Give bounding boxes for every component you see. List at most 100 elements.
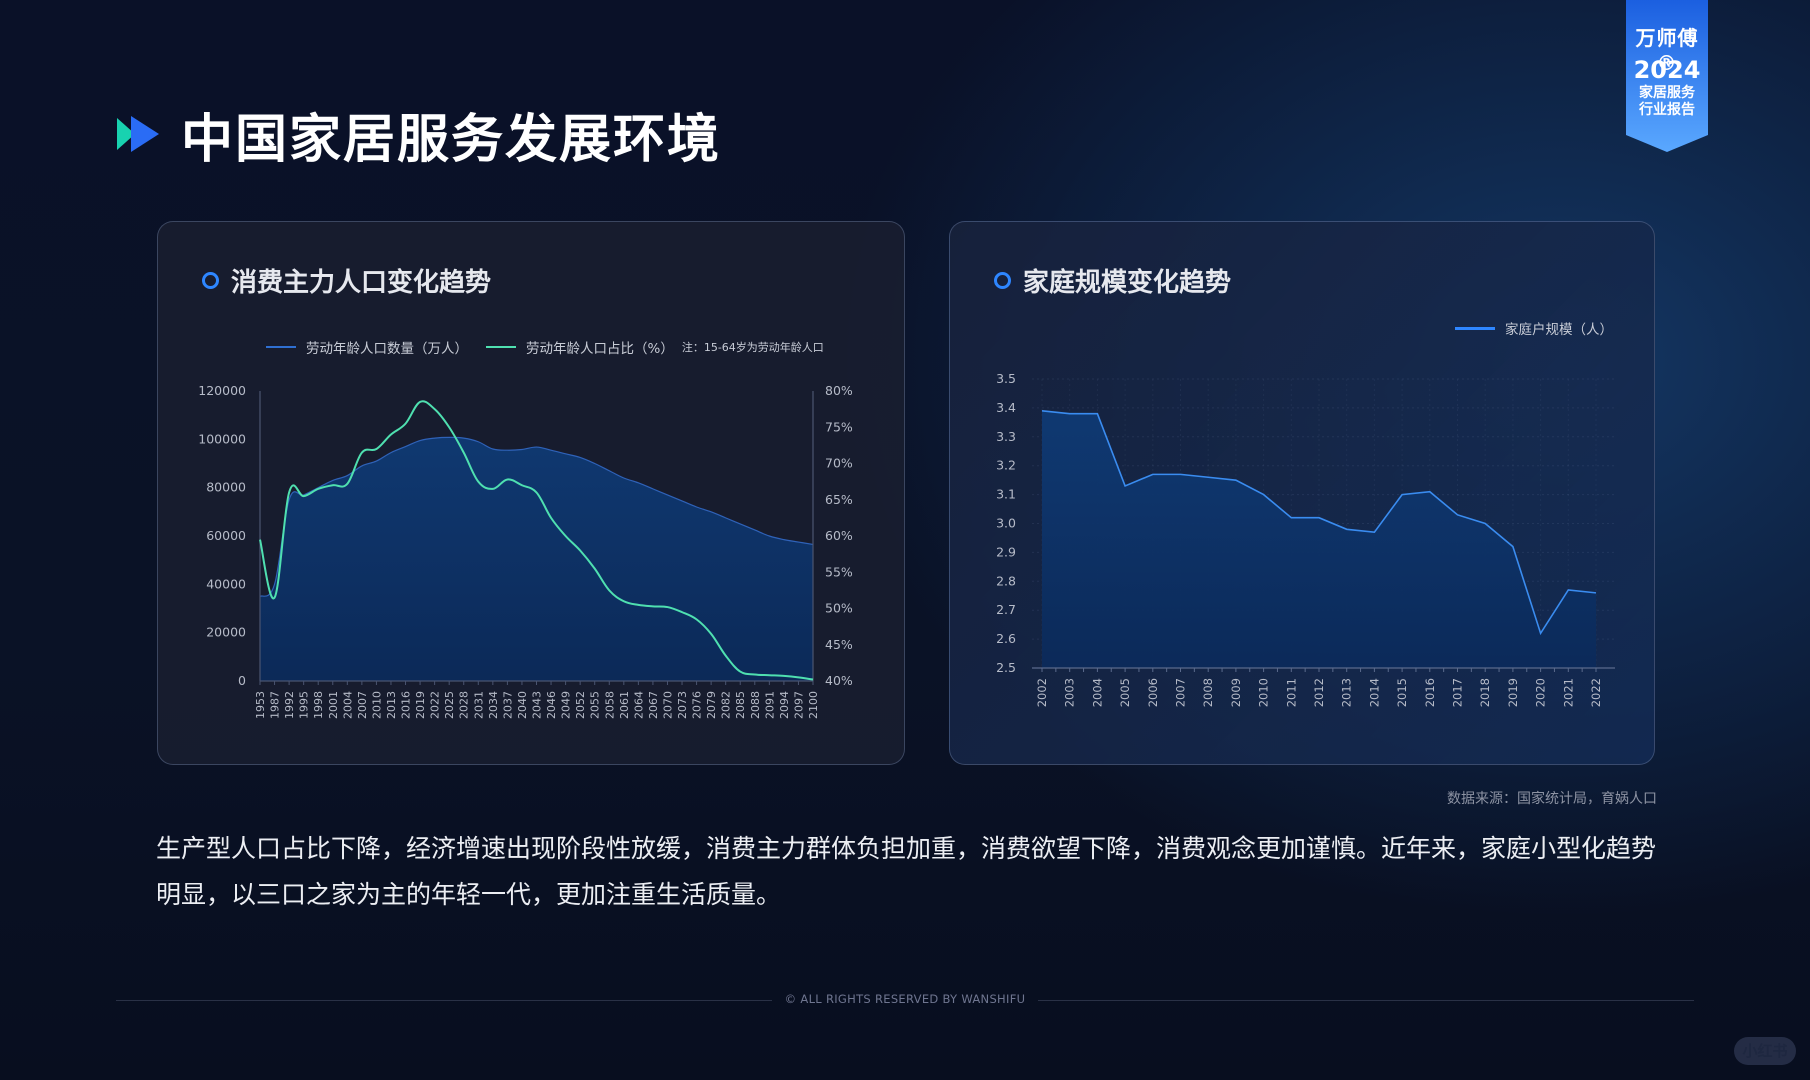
svg-text:2007: 2007	[1174, 678, 1188, 707]
svg-text:3.5: 3.5	[996, 371, 1016, 386]
footer: © ALL RIGHTS RESERVED BY WANSHIFU	[0, 990, 1810, 1010]
svg-text:2006: 2006	[1146, 678, 1160, 707]
svg-text:2001: 2001	[327, 691, 340, 719]
svg-text:2016: 2016	[1423, 678, 1437, 707]
svg-text:2049: 2049	[560, 691, 573, 719]
svg-text:2013: 2013	[385, 691, 398, 719]
svg-text:2.8: 2.8	[996, 573, 1016, 588]
svg-text:2020: 2020	[1534, 678, 1548, 707]
legend-swatch-line-icon	[1455, 326, 1495, 330]
legend-item-ratio[interactable]: 劳动年龄人口占比（%） 注：15-64岁为劳动年龄人口	[486, 337, 824, 357]
svg-text:3.3: 3.3	[996, 429, 1016, 444]
svg-text:2031: 2031	[472, 691, 485, 719]
svg-text:2005: 2005	[1118, 678, 1132, 707]
legend-label: 劳动年龄人口占比（%）	[526, 341, 674, 357]
svg-text:2022: 2022	[1589, 678, 1603, 707]
svg-text:2004: 2004	[1090, 678, 1104, 707]
svg-text:2079: 2079	[705, 691, 718, 719]
legend-swatch-line-icon	[266, 346, 296, 348]
svg-text:2064: 2064	[632, 691, 645, 719]
svg-text:3.0: 3.0	[996, 516, 1016, 531]
circle-bullet-icon	[202, 272, 219, 289]
svg-text:55%: 55%	[825, 564, 853, 579]
svg-text:2003: 2003	[1063, 678, 1077, 707]
svg-text:45%: 45%	[825, 637, 853, 652]
svg-text:100000: 100000	[198, 431, 246, 446]
badge-line2: 行业报告	[1639, 102, 1695, 118]
svg-text:2011: 2011	[1284, 678, 1298, 707]
svg-text:2019: 2019	[1506, 678, 1520, 707]
svg-text:2.9: 2.9	[996, 544, 1016, 559]
svg-text:2022: 2022	[429, 691, 442, 719]
svg-text:2061: 2061	[618, 691, 631, 719]
svg-text:2094: 2094	[778, 691, 791, 719]
svg-text:1992: 1992	[283, 691, 296, 719]
svg-text:20000: 20000	[206, 625, 246, 640]
badge-line1: 家居服务	[1639, 85, 1695, 101]
chart-legend: 家庭户规模（人）	[1455, 318, 1631, 338]
svg-text:2082: 2082	[720, 691, 733, 719]
legend-label: 家庭户规模（人）	[1505, 322, 1613, 338]
svg-text:2040: 2040	[516, 691, 529, 719]
svg-text:2088: 2088	[749, 691, 762, 719]
legend-item-household[interactable]: 家庭户规模（人）	[1455, 318, 1613, 338]
svg-text:2017: 2017	[1451, 678, 1465, 707]
svg-text:2010: 2010	[370, 691, 383, 719]
svg-text:2004: 2004	[341, 691, 354, 719]
svg-text:2028: 2028	[458, 691, 471, 719]
svg-text:60000: 60000	[206, 528, 246, 543]
svg-text:2021: 2021	[1561, 678, 1575, 707]
svg-text:3.1: 3.1	[996, 487, 1016, 502]
svg-text:80000: 80000	[206, 480, 246, 495]
svg-text:65%: 65%	[825, 492, 853, 507]
svg-text:2067: 2067	[647, 691, 660, 719]
svg-text:2016: 2016	[400, 691, 413, 719]
svg-text:2002: 2002	[1035, 678, 1049, 707]
svg-text:2091: 2091	[763, 691, 776, 719]
svg-text:3.2: 3.2	[996, 458, 1016, 473]
svg-text:2.6: 2.6	[996, 631, 1016, 646]
svg-text:1995: 1995	[298, 691, 311, 719]
svg-text:1953: 1953	[254, 691, 267, 719]
svg-text:2018: 2018	[1478, 678, 1492, 707]
svg-text:70%: 70%	[825, 456, 853, 471]
svg-text:2.5: 2.5	[996, 660, 1016, 675]
svg-text:40000: 40000	[206, 576, 246, 591]
svg-text:2058: 2058	[603, 691, 616, 719]
copyright-text: © ALL RIGHTS RESERVED BY WANSHIFU	[784, 992, 1026, 1006]
svg-text:40%: 40%	[825, 673, 853, 688]
svg-text:2073: 2073	[676, 691, 689, 719]
legend-note: 注：15-64岁为劳动年龄人口	[681, 341, 824, 354]
labor-population-card: 消费主力人口变化趋势 劳动年龄人口数量（万人） 劳动年龄人口占比（%） 注：15…	[157, 221, 905, 765]
page-header: 中国家居服务发展环境	[115, 104, 721, 170]
svg-text:2100: 2100	[807, 691, 820, 719]
svg-text:60%: 60%	[825, 528, 853, 543]
card-title-text: 消费主力人口变化趋势	[231, 268, 492, 298]
svg-text:2043: 2043	[531, 691, 544, 719]
svg-text:2034: 2034	[487, 691, 500, 719]
labor-population-chart: 0 20000 40000 60000 80000 100000 120000 40% 45% 5…	[198, 383, 853, 719]
badge-year: 2024	[1633, 56, 1701, 84]
svg-text:2007: 2007	[356, 691, 369, 719]
watermark-logo: 小红书	[1734, 1037, 1796, 1065]
svg-text:2013: 2013	[1340, 678, 1354, 707]
svg-text:2014: 2014	[1367, 678, 1381, 707]
page-title: 中国家居服务发展环境	[181, 109, 722, 170]
report-badge: 万师傅® 2024 家居服务 行业报告	[1626, 0, 1708, 152]
svg-text:75%: 75%	[825, 419, 853, 434]
legend-label: 劳动年龄人口数量（万人）	[306, 341, 468, 357]
svg-text:3.4: 3.4	[996, 400, 1016, 415]
svg-text:2076: 2076	[691, 691, 704, 719]
data-source: 数据来源：国家统计局，育娲人口	[1447, 791, 1657, 807]
card-title: 家庭规模变化趋势	[994, 262, 1231, 299]
svg-text:2085: 2085	[734, 691, 747, 719]
footer-divider	[116, 1000, 772, 1001]
chart-legend: 劳动年龄人口数量（万人） 劳动年龄人口占比（%） 注：15-64岁为劳动年龄人口	[266, 337, 842, 357]
svg-text:50%: 50%	[825, 601, 853, 616]
svg-text:120000: 120000	[198, 383, 246, 398]
badge-ribbon-icon	[1626, 0, 1708, 152]
svg-text:2025: 2025	[443, 691, 456, 719]
legend-item-population[interactable]: 劳动年龄人口数量（万人）	[266, 337, 468, 357]
legend-swatch-line-icon	[486, 346, 516, 348]
svg-text:2010: 2010	[1257, 678, 1271, 707]
